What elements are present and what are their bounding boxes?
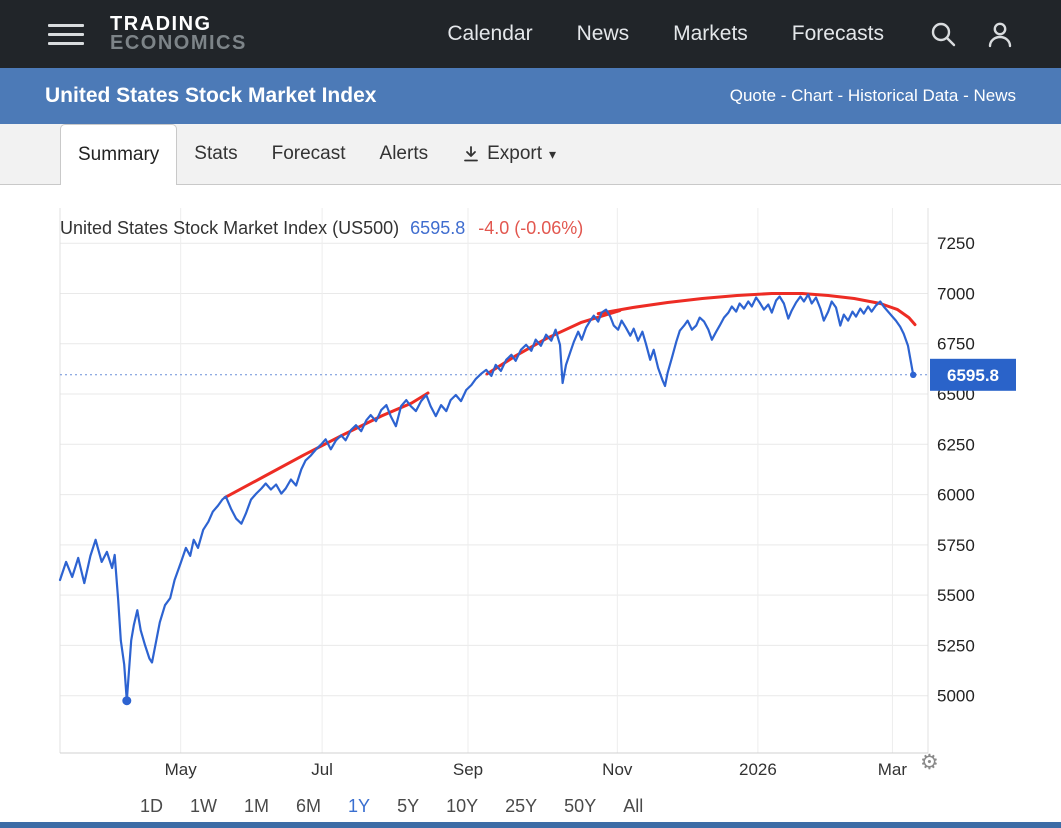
svg-text:2026: 2026: [739, 760, 777, 779]
svg-text:6595.8: 6595.8: [947, 366, 999, 385]
svg-text:Nov: Nov: [602, 760, 633, 779]
main-nav: Calendar News Markets Forecasts: [447, 22, 884, 46]
export-label: Export: [487, 143, 543, 164]
svg-text:6250: 6250: [937, 435, 975, 454]
range-10y[interactable]: 10Y: [446, 795, 479, 816]
page-title: United States Stock Market Index: [45, 84, 377, 107]
logo-line-1: TRADING: [110, 13, 212, 35]
svg-text:5500: 5500: [937, 586, 975, 605]
range-6m[interactable]: 6M: [296, 795, 322, 816]
price-chart[interactable]: 5000525055005750600062506500675070007250…: [45, 190, 1016, 790]
user-icon[interactable]: [987, 21, 1013, 48]
chart-title: United States Stock Market Index (US500)…: [60, 218, 583, 239]
tab-stats[interactable]: Stats: [194, 143, 238, 164]
tab-forecast[interactable]: Forecast: [271, 143, 346, 164]
chart-change: -4.0 (-0.06%): [478, 218, 584, 238]
range-1m[interactable]: 1M: [244, 795, 270, 816]
svg-text:6000: 6000: [937, 486, 975, 505]
chevron-down-icon: ▾: [549, 145, 557, 162]
chart-settings-gear-icon[interactable]: ⚙: [920, 751, 939, 774]
svg-text:5750: 5750: [937, 536, 975, 555]
svg-text:Sep: Sep: [453, 760, 483, 779]
nav-item-calendar[interactable]: Calendar: [447, 22, 533, 45]
range-selector: 1D 1W 1M 6M 1Y 5Y 10Y 25Y 50Y All: [0, 790, 1061, 822]
nav-item-news[interactable]: News: [576, 22, 630, 45]
svg-text:5000: 5000: [937, 687, 975, 706]
tab-bar: Summary Stats Forecast Alerts Export ▾: [0, 124, 1061, 185]
link-separator: -: [958, 86, 974, 105]
range-5y[interactable]: 5Y: [397, 795, 420, 816]
logo-line-2: ECONOMICS: [110, 32, 247, 54]
tab-alerts[interactable]: Alerts: [379, 143, 429, 164]
chart-title-text: United States Stock Market Index (US500): [60, 218, 400, 238]
svg-text:May: May: [165, 760, 198, 779]
svg-text:7250: 7250: [937, 234, 975, 253]
nav-item-markets[interactable]: Markets: [673, 22, 748, 45]
range-1d[interactable]: 1D: [140, 795, 164, 816]
range-25y[interactable]: 25Y: [505, 795, 538, 816]
range-1y[interactable]: 1Y: [348, 795, 371, 816]
search-icon[interactable]: [930, 21, 957, 48]
range-1w[interactable]: 1W: [190, 795, 218, 816]
svg-text:5250: 5250: [937, 636, 975, 655]
link-separator: -: [832, 86, 848, 105]
footer-accent-bar: [0, 822, 1061, 828]
svg-text:Jul: Jul: [311, 760, 333, 779]
link-chart[interactable]: Chart: [791, 86, 833, 105]
chart-panel: United States Stock Market Index (US500)…: [0, 185, 1061, 790]
tab-summary[interactable]: Summary: [60, 124, 178, 185]
hamburger-menu-icon[interactable]: [48, 18, 84, 51]
page-header: United States Stock Market Index Quote -…: [0, 68, 1061, 124]
link-news[interactable]: News: [973, 86, 1016, 105]
range-all[interactable]: All: [623, 795, 644, 816]
svg-text:Mar: Mar: [878, 760, 908, 779]
brand-logo[interactable]: TRADING ECONOMICS: [110, 13, 247, 54]
link-separator: -: [776, 86, 792, 105]
svg-text:6750: 6750: [937, 335, 975, 354]
link-quote[interactable]: Quote: [729, 86, 777, 105]
svg-text:7000: 7000: [937, 285, 975, 304]
range-50y[interactable]: 50Y: [564, 795, 597, 816]
nav-item-forecasts[interactable]: Forecasts: [791, 22, 884, 45]
link-historical-data[interactable]: Historical Data: [847, 86, 959, 105]
header-links: Quote - Chart - Historical Data - News: [730, 86, 1016, 106]
download-icon: [464, 146, 479, 162]
top-icons: [930, 21, 1013, 48]
export-button[interactable]: Export ▾: [445, 124, 573, 184]
chart-last-value: 6595.8: [410, 218, 466, 238]
top-navbar: TRADING ECONOMICS Calendar News Markets …: [0, 0, 1061, 68]
